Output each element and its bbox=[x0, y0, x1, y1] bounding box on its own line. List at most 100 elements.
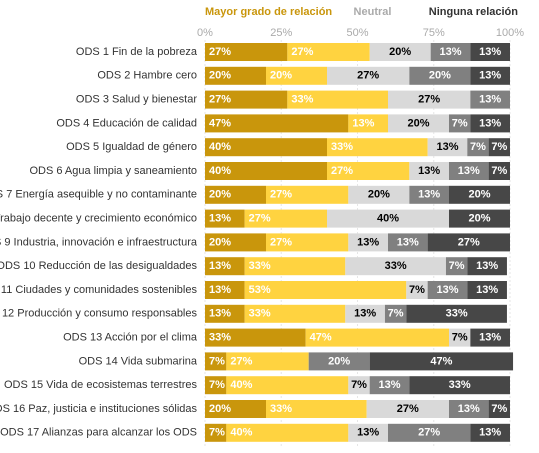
x-tick-label: 75% bbox=[423, 27, 445, 39]
bar-segment bbox=[470, 43, 510, 61]
category-label: ODS 7 Energía asequible y no contaminant… bbox=[0, 189, 197, 201]
data-label: 27% bbox=[397, 403, 419, 415]
bar-segment bbox=[470, 114, 510, 133]
data-label: 13% bbox=[357, 427, 379, 439]
x-tick-label: 0% bbox=[197, 27, 213, 39]
data-label: 13% bbox=[479, 427, 501, 439]
data-label: 40% bbox=[230, 427, 252, 439]
data-label: 13% bbox=[479, 117, 501, 129]
data-label: 13% bbox=[479, 46, 501, 58]
bar-segment bbox=[449, 400, 489, 418]
bar-segment bbox=[205, 304, 245, 323]
bar-segment bbox=[287, 90, 388, 109]
category-label: ODS 14 Vida submarina bbox=[79, 355, 198, 367]
bar-segment bbox=[445, 257, 468, 276]
bar-segment bbox=[470, 423, 510, 442]
bar-segment bbox=[205, 66, 266, 85]
bar-segment bbox=[388, 90, 471, 109]
data-label: 7% bbox=[209, 379, 225, 391]
data-label: 13% bbox=[436, 284, 458, 296]
data-label: 20% bbox=[389, 46, 411, 58]
bar-segment bbox=[205, 90, 288, 109]
data-label: 13% bbox=[479, 332, 501, 344]
bar-segment bbox=[205, 352, 227, 371]
bar-segment bbox=[226, 352, 309, 371]
category-label: ODS 3 Salud y bienestar bbox=[76, 94, 197, 106]
data-label: 13% bbox=[354, 308, 376, 320]
legend-label: Mayor grado de relación bbox=[205, 6, 332, 18]
bar-segment bbox=[345, 257, 446, 276]
bar-segment bbox=[266, 66, 327, 85]
bar-segment bbox=[467, 281, 507, 299]
data-label: 40% bbox=[377, 213, 399, 225]
bar-segment bbox=[488, 138, 510, 157]
data-label: 13% bbox=[458, 165, 480, 177]
data-label: 33% bbox=[249, 260, 271, 272]
x-tick-label: 25% bbox=[270, 27, 292, 39]
data-label: 20% bbox=[209, 403, 231, 415]
category-label: ODS 12 Producción y consumo responsables bbox=[0, 308, 197, 320]
data-label: 7% bbox=[351, 379, 367, 391]
bar-segment bbox=[327, 138, 428, 157]
data-label: 27% bbox=[270, 189, 292, 201]
data-label: 27% bbox=[270, 236, 292, 248]
data-label: 7% bbox=[209, 355, 225, 367]
bar-segment bbox=[348, 114, 388, 133]
data-label: 27% bbox=[209, 94, 231, 106]
data-label: 7% bbox=[409, 284, 425, 296]
data-label: 13% bbox=[397, 236, 419, 248]
bar-segment bbox=[205, 162, 327, 180]
bar-segment bbox=[205, 43, 288, 61]
bar-segment bbox=[409, 162, 449, 180]
bar-segment bbox=[327, 209, 449, 228]
data-label: 33% bbox=[449, 379, 471, 391]
bar-segment bbox=[244, 209, 327, 228]
data-label: 13% bbox=[209, 260, 231, 272]
data-label: 20% bbox=[209, 236, 231, 248]
bar-segment bbox=[388, 233, 428, 252]
category-label: ODS 15 Vida de ecosistemas terrestres bbox=[4, 379, 197, 391]
bar-segment bbox=[467, 138, 489, 157]
data-label: 7% bbox=[449, 260, 465, 272]
bar-segment bbox=[205, 423, 227, 442]
data-label: 13% bbox=[209, 308, 231, 320]
bar-segment bbox=[409, 66, 471, 85]
data-label: 20% bbox=[407, 117, 429, 129]
data-label: 7% bbox=[452, 117, 468, 129]
data-label: 13% bbox=[357, 236, 379, 248]
data-label: 33% bbox=[249, 308, 271, 320]
data-label: 20% bbox=[429, 70, 451, 82]
legend-label: Ninguna relación bbox=[429, 6, 519, 18]
bar-segment bbox=[470, 66, 510, 85]
data-label: 53% bbox=[249, 284, 271, 296]
bar-segment bbox=[406, 304, 507, 323]
bar-segment bbox=[226, 423, 349, 442]
bar-segment bbox=[369, 43, 431, 61]
bar-segment bbox=[488, 162, 510, 180]
bar-segment bbox=[205, 114, 349, 133]
data-label: 33% bbox=[209, 332, 231, 344]
legend-label: Neutral bbox=[354, 6, 392, 18]
data-label: 40% bbox=[209, 141, 231, 153]
bar-segment bbox=[449, 114, 471, 133]
data-label: 13% bbox=[479, 94, 501, 106]
category-label: ODS 17 Alianzas para alcanzar los ODS bbox=[0, 427, 197, 439]
data-label: 13% bbox=[379, 379, 401, 391]
bar-segment bbox=[205, 257, 245, 276]
category-label: ODS 16 Paz, justicia e instituciones sól… bbox=[0, 403, 197, 415]
data-label: 27% bbox=[418, 427, 440, 439]
data-label: 33% bbox=[446, 308, 468, 320]
bar-segment bbox=[287, 43, 370, 61]
data-label: 20% bbox=[468, 213, 490, 225]
category-label: ODS 10 Reducción de las desigualdades bbox=[0, 260, 197, 272]
data-label: 27% bbox=[357, 70, 379, 82]
bar-segment bbox=[409, 376, 510, 395]
bar-segment bbox=[348, 423, 388, 442]
bar-segment bbox=[205, 233, 266, 252]
bar-segment bbox=[388, 423, 471, 442]
bar-segment bbox=[244, 304, 346, 323]
bar-segment bbox=[244, 281, 407, 299]
bar-segment bbox=[205, 400, 266, 418]
bar-segment bbox=[470, 328, 510, 347]
bar-segment bbox=[427, 233, 510, 252]
